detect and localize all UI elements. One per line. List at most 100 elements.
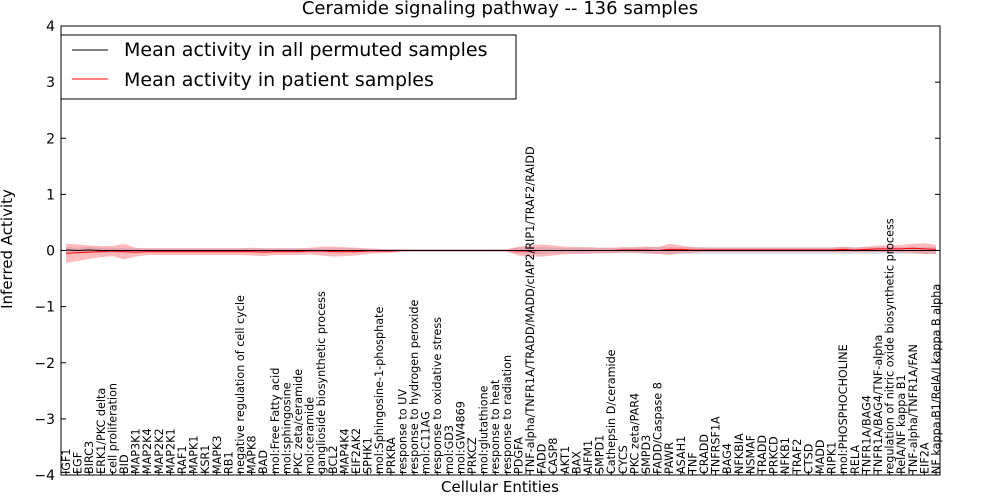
y-tick-label: 3 xyxy=(46,75,55,91)
y-tick-label: −1 xyxy=(34,300,55,316)
x-category-label: MAP4K4 xyxy=(338,428,351,474)
x-category-label: response to oxidative stress xyxy=(431,317,444,474)
x-axis-label: Cellular Entities xyxy=(441,478,559,496)
legend-entry-patient: Mean activity in patient samples xyxy=(124,69,434,91)
x-category-label: mol:C11AG xyxy=(420,411,433,474)
x-category-label: NFKB1 xyxy=(779,437,792,474)
x-category-label: TNF-alpha/TNFR1A/TRADD/MADD/cIAP2/RIP1/T… xyxy=(524,146,537,475)
x-category-label: PDGFA xyxy=(512,437,525,474)
x-category-label: ASAH1 xyxy=(675,436,688,474)
legend-entry-permuted: Mean activity in all permuted samples xyxy=(124,39,487,61)
x-category-label: SPHK1 xyxy=(362,437,375,474)
x-category-label: FADD xyxy=(536,444,549,474)
x-category-label: EIF2AK2 xyxy=(350,428,363,474)
x-category-label: response to radiation xyxy=(501,355,514,474)
x-category-label: CASP8 xyxy=(547,438,560,474)
x-category-label: TNFR1A/BAG4 xyxy=(860,395,873,475)
y-tick-label: 2 xyxy=(46,131,55,147)
y-tick-label: 4 xyxy=(46,19,55,35)
x-category-label: ganglioside biosynthetic process xyxy=(315,291,328,474)
x-category-label: MADD xyxy=(814,439,827,474)
x-category-label: BAX xyxy=(570,451,583,474)
x-category-label: RELA xyxy=(849,445,862,474)
x-category-label: TNFR1A/BAG4/TNF-alpha xyxy=(872,335,885,475)
x-category-label: CRADD xyxy=(698,434,711,474)
x-category-label: regulation of nitric oxide biosynthetic … xyxy=(884,218,897,474)
x-category-label: response to UV xyxy=(396,389,409,474)
y-tick-label: −2 xyxy=(34,356,55,372)
x-category-label: negative regulation of cell cycle xyxy=(234,295,247,474)
x-category-label: SMPD3 xyxy=(640,435,653,474)
x-category-label: MAPK1 xyxy=(188,435,201,474)
x-category-label: MAP3K1 xyxy=(130,428,143,474)
y-tick-label: −3 xyxy=(34,412,55,428)
x-category-label: RelA/NF kappa B1 xyxy=(895,374,908,474)
x-category-label: CYCS xyxy=(617,445,630,474)
x-category-label: RAF1 xyxy=(176,445,189,474)
y-tick-label: −4 xyxy=(34,468,55,484)
x-category-label: NFKBIA xyxy=(733,433,746,474)
x-category-label: IGF1 xyxy=(60,448,73,474)
x-category-label: PKC zeta/PAR4 xyxy=(628,393,641,474)
x-category-label: AIFM1 xyxy=(582,440,595,474)
x-category-label: TRADD xyxy=(756,435,769,475)
x-category-label: TNF-alpha/TNFR1A/FAN xyxy=(907,344,920,475)
x-category-label: FADD/Caspase 8 xyxy=(652,382,665,474)
x-category-label: NF kappa B1/RelA/I kappa B alpha xyxy=(930,284,943,474)
x-category-label: PRKCD xyxy=(768,436,781,474)
x-category-label: AKT1 xyxy=(559,446,572,474)
x-category-label: PRKCZ xyxy=(466,437,479,474)
y-tick-label: 0 xyxy=(46,244,55,260)
x-category-label: CTSD xyxy=(802,444,815,474)
x-category-label: SMPD1 xyxy=(594,435,607,474)
x-category-label: mol:glutathione xyxy=(478,385,491,474)
confidence-bands xyxy=(66,243,936,263)
series-lines xyxy=(65,247,937,254)
y-axis-label: Inferred Activity xyxy=(0,189,16,309)
x-category-label: mol:Sphingosine-1-phosphate xyxy=(373,307,386,474)
plot-frame xyxy=(60,25,941,476)
x-category-label: Cathepsin D/ceramide xyxy=(605,349,618,474)
x-category-label: EIF2A xyxy=(918,442,931,474)
x-category-label: response to heat xyxy=(489,379,502,474)
legend: Mean activity in all permuted samples Me… xyxy=(60,34,517,100)
band-series-1 xyxy=(66,243,936,263)
x-category-label: TRAF2 xyxy=(791,439,804,475)
x-category-label: MAP2K4 xyxy=(141,428,154,474)
x-category-label: MAPK3 xyxy=(211,435,224,474)
x-category-label: PAWR xyxy=(663,442,676,474)
x-category-label: PRKRA xyxy=(385,437,398,474)
line-series-0 xyxy=(65,249,936,252)
x-category-label: KSR1 xyxy=(199,445,212,474)
x-category-label: mol:sphingosine xyxy=(280,382,293,474)
x-category-label: ERK1/PKC delta xyxy=(95,388,108,474)
legend-box xyxy=(60,34,517,100)
x-category-label: TNF xyxy=(686,452,699,475)
x-category-label: MAP2K2 xyxy=(153,428,166,474)
y-axis-ticks: −4 −3 −2 −1 0 1 2 3 4 xyxy=(34,19,940,484)
y-tick-label: 1 xyxy=(46,187,55,203)
x-category-label: BIRC3 xyxy=(83,441,96,474)
x-category-label: MAPK8 xyxy=(246,435,259,474)
x-category-label: BCL2 xyxy=(327,445,340,474)
x-category-label: BID xyxy=(118,454,131,474)
x-category-label: BAG4 xyxy=(721,443,734,474)
x-category-label: mol:PHOSPHOCHOLINE xyxy=(837,344,850,474)
x-category-label: mol:GD3 xyxy=(443,425,456,474)
x-category-label: PKC zeta/ceramide xyxy=(292,369,305,474)
x-category-label: EGF xyxy=(72,452,85,474)
x-category-label: BAD xyxy=(257,450,270,474)
x-category-label: RB1 xyxy=(222,451,235,474)
x-category-label: TNFRSF1A xyxy=(710,416,723,475)
x-category-label: cell proliferation xyxy=(106,383,119,474)
x-category-label: mol:Free Fatty acid xyxy=(269,368,282,474)
chart-title: Ceramide signaling pathway -- 136 sample… xyxy=(302,0,698,19)
x-category-label: mol:ceramide xyxy=(304,397,317,474)
x-category-label: RIPK1 xyxy=(826,442,839,474)
x-category-label: response to hydrogen peroxide xyxy=(408,300,421,474)
x-category-label: NSMAF xyxy=(744,435,757,474)
x-category-label: MAP2K1 xyxy=(164,428,177,474)
x-category-label: mol:GW4869 xyxy=(454,401,467,474)
